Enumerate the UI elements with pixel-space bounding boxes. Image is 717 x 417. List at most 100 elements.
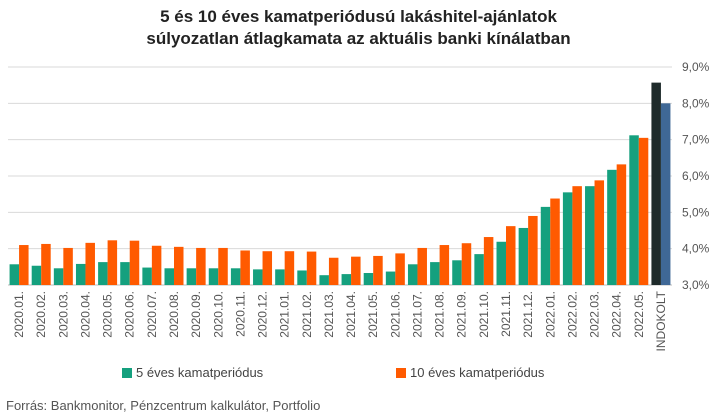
bar-10-eves [373,255,383,285]
x-tick-label: 2021.04. [344,291,358,338]
x-tick-label: 2020.02. [34,291,48,338]
legend-item-5-eves: 5 éves kamatperiódus [122,365,263,380]
bar-5-eves [142,267,152,285]
y-tick-label: 5,0% [682,205,710,219]
bar-5-eves [651,82,661,285]
bar-5-eves [164,268,174,285]
x-tick-label: 2021.07. [410,291,424,338]
x-tick-label: 2020.01. [12,291,26,338]
y-tick-label: 3,0% [682,278,710,292]
x-tick-labels: 2020.01. 2020.02. 2020.03. 2020.04. 2020.05.… [12,290,668,351]
y-tick-label: 7,0% [682,133,710,147]
bar-10-eves [262,251,273,285]
bar-10-eves [483,237,494,285]
y-tick-label: 9,0% [682,60,710,74]
x-tick-label: 2020.08. [167,291,181,338]
bar-5-eves [230,268,241,285]
bar-10-eves [107,240,118,285]
bar-5-eves [385,271,396,285]
bar-10-eves [218,247,228,285]
bar-5-eves [253,269,263,285]
bar-10-eves [439,245,450,285]
bar-10-eves [638,137,649,285]
x-tick-label: 2020.05. [101,291,115,338]
x-tick-label: 2021.01. [278,291,292,338]
x-tick-label: 2020.07. [145,291,159,338]
y-tick-labels: 3,0% 4,0% 5,0% 6,0% 7,0% 8,0% 9,0% [682,60,710,292]
bar-10-eves [528,215,538,285]
bar-10-eves [417,247,427,285]
x-tick-label: 2021.12. [521,291,535,338]
x-tick-label: 2022.03. [588,291,602,338]
x-tick-label: 2022.02. [565,291,579,338]
x-tick-label: 2021.10. [477,291,491,338]
bar-5-eves [607,169,617,285]
bar-5-eves [120,262,130,285]
bar-10-eves [151,245,162,285]
x-tick-label: 2020.03. [56,291,70,338]
y-tick-label: 4,0% [682,242,710,256]
bar-5-eves [407,264,418,285]
bar-10-eves [594,180,605,285]
x-tick-label: INDOKOLT [654,290,668,351]
bar-10-eves [63,247,73,285]
bar-5-eves [518,227,529,285]
x-tick-label: 2020.12. [256,291,270,338]
bar-5-eves [98,262,108,285]
bar-5-eves [474,254,484,285]
bar-10-eves [284,251,295,285]
y-tick-label: 8,0% [682,96,710,110]
x-tick-label: 2021.02. [300,291,314,338]
bar-10-eves [240,250,250,285]
legend-item-10-eves: 10 éves kamatperiódus [396,365,544,380]
x-tick-label: 2021.09. [455,291,469,338]
bar-10-eves [572,186,582,285]
bar-5-eves [430,262,440,285]
x-tick-label: 2020.10. [211,291,225,338]
legend-label-5-eves: 5 éves kamatperiódus [136,365,264,380]
x-tick-label: 2022.05. [632,291,646,338]
legend-swatch-10-eves [396,367,406,378]
bars [9,82,671,285]
bar-10-eves [41,243,51,285]
bar-5-eves [75,263,86,285]
bar-10-eves [129,240,140,285]
bar-5-eves [629,135,639,285]
bar-5-eves [452,260,462,285]
bar-10-eves [328,257,339,285]
bar-5-eves [363,273,374,285]
bar-5-eves [585,186,595,285]
bar-5-eves [31,265,42,285]
source-footer: Forrás: Bankmonitor, Pénzcentrum kalkulá… [6,398,321,413]
bar-10-eves [351,256,361,285]
x-tick-label: 2021.06. [388,291,402,338]
x-tick-label: 2021.11. [499,291,513,337]
bar-5-eves [208,268,219,285]
bar-10-eves [550,198,560,285]
y-tick-label: 6,0% [682,169,710,183]
x-tick-label: 2021.05. [366,291,380,338]
x-tick-label: 2020.04. [78,291,92,338]
chart-title: 5 és 10 éves kamatperiódusú lakáshitel-a… [0,6,717,50]
bar-5-eves [275,269,285,285]
bar-10-eves [19,245,29,285]
x-tick-label: 2021.03. [322,291,336,338]
x-tick-label: 2022.04. [610,291,624,338]
bar-5-eves [53,268,64,285]
bar-10-eves [616,164,627,285]
x-tick-label: 2022.01. [543,291,557,338]
bar-10-eves [660,103,671,285]
x-tick-label: 2020.09. [189,291,203,338]
bar-5-eves [297,270,307,285]
bar-10-eves [196,247,206,285]
bar-10-eves [506,226,516,285]
x-tick-label: 2021.08. [433,291,447,338]
bar-10-eves [461,243,472,285]
bar-5-eves [186,268,197,285]
legend-label-10-eves: 10 éves kamatperiódus [410,365,545,380]
bar-5-eves [341,274,352,285]
chart-title-line-1: 5 és 10 éves kamatperiódusú lakáshitel-a… [160,7,557,26]
bar-5-eves [9,264,20,285]
gridlines [8,66,672,286]
